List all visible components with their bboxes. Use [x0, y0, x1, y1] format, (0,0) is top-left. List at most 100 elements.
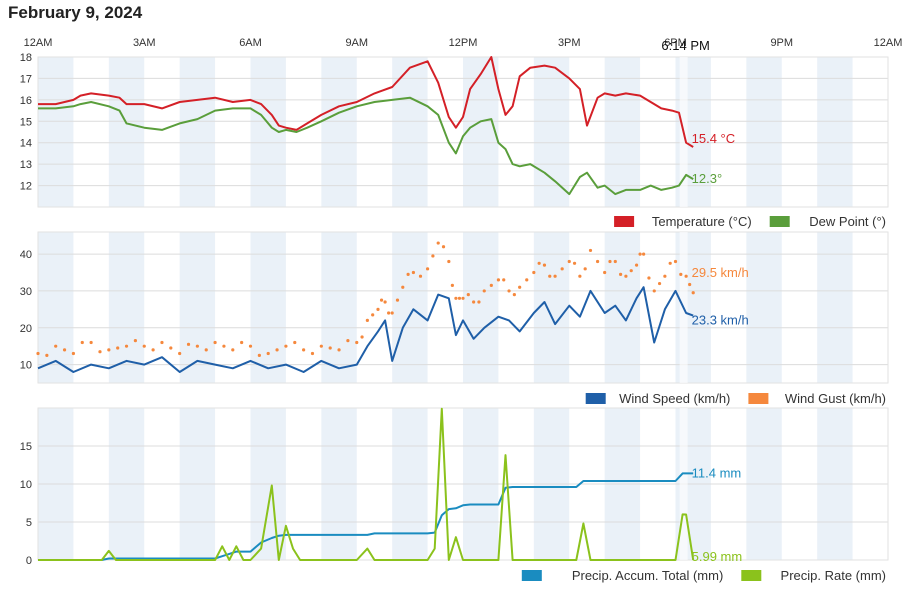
wind-gust-point — [390, 311, 394, 315]
legend-label: Precip. Accum. Total (mm) — [572, 568, 723, 583]
wind-gust-point — [431, 254, 435, 258]
time-tick-label: 9AM — [345, 37, 368, 49]
time-band — [817, 232, 853, 383]
y-tick-label: 15 — [20, 441, 32, 453]
time-band — [817, 57, 853, 207]
time-band — [38, 57, 74, 207]
wind-gust-point — [572, 261, 577, 265]
time-band — [179, 57, 216, 207]
wind-gust-point — [124, 344, 129, 348]
series-line-dew-point — [38, 96, 694, 196]
wind-gust-point — [603, 270, 607, 275]
time-band — [746, 232, 782, 383]
wind-gust-point — [578, 274, 582, 278]
time-band — [38, 232, 74, 383]
wind-gust-point — [638, 252, 642, 256]
wind-gust-point — [450, 283, 454, 288]
wind-gust-point — [293, 340, 297, 345]
wind-gust-point — [411, 270, 416, 275]
time-band — [392, 232, 428, 383]
panel-frame — [37, 231, 889, 384]
wind-gust-point — [62, 348, 67, 352]
last-value-label: 11.4 mm — [692, 465, 742, 480]
time-band — [108, 232, 145, 383]
time-band — [604, 232, 641, 383]
time-tick-label: 12AM — [24, 37, 53, 49]
time-band — [321, 232, 357, 383]
wind-gust-point — [624, 274, 628, 278]
wind-gust-point — [502, 278, 506, 282]
wind-gust-point — [482, 289, 486, 293]
wind-gust-point — [310, 351, 315, 356]
wind-gust-point — [588, 248, 593, 253]
wind-gust-point — [107, 348, 111, 352]
wind-gust-point — [595, 259, 600, 264]
date-title: February 9, 2024 — [8, 3, 143, 22]
wind-gust-point — [425, 267, 430, 271]
wind-gust-point — [537, 261, 541, 265]
wind-gust-point — [507, 289, 511, 293]
wind-gust-point — [489, 283, 493, 288]
wind-gust-point — [160, 340, 164, 345]
wind-gust-point — [186, 342, 191, 346]
wind-gust-point — [518, 285, 522, 289]
y-tick-label: 40 — [20, 249, 32, 261]
wind-gust-point — [401, 285, 405, 289]
wind-gust-point — [472, 300, 476, 304]
time-band — [108, 57, 145, 207]
crosshair-band — [679, 408, 688, 560]
wind-gust-point — [418, 274, 423, 278]
time-band — [321, 57, 357, 207]
series-line-temperature-c — [38, 56, 694, 148]
wind-gust-point — [213, 340, 217, 345]
time-band — [604, 57, 641, 207]
wind-gust-point — [178, 351, 182, 356]
wind-gust-point — [98, 350, 102, 354]
time-band — [392, 57, 428, 207]
y-tick-label: 5 — [26, 517, 32, 529]
wind-gust-point — [387, 311, 391, 315]
wind-gust-point — [436, 241, 440, 245]
wind-gust-point — [204, 348, 208, 352]
time-tick-label: 3AM — [133, 37, 156, 49]
wind-gust-point — [379, 298, 384, 302]
wind-gust-point — [560, 267, 564, 271]
time-band — [250, 232, 286, 383]
wind-gust-point — [454, 296, 458, 300]
wind-gust-point — [195, 344, 199, 348]
last-value-label: 15.4 °C — [692, 131, 736, 146]
wind-gust-point — [337, 348, 341, 352]
wind-gust-point — [240, 340, 244, 345]
wind-gust-point — [133, 339, 137, 343]
wind-gust-point — [642, 252, 646, 256]
wind-gust-point — [688, 282, 692, 287]
last-value-label: 29.5 km/h — [692, 265, 749, 280]
wind-gust-point — [657, 281, 662, 286]
wind-gust-point — [553, 274, 557, 278]
time-band — [463, 232, 499, 383]
wind-gust-point — [319, 344, 323, 348]
last-value-label: 23.3 km/h — [692, 313, 749, 328]
wind-gust-point — [395, 298, 400, 302]
wind-gust-point — [71, 351, 76, 356]
wind-gust-point — [302, 348, 306, 352]
wind-gust-point — [652, 289, 656, 293]
wind-gust-point — [542, 263, 547, 267]
time-tick-label: 6AM — [239, 37, 262, 49]
time-band — [533, 57, 570, 207]
wind-gust-point — [613, 259, 617, 264]
legend-label: Wind Gust (km/h) — [785, 391, 886, 406]
wind-gust-point — [54, 344, 58, 348]
wind-gust-point — [266, 351, 270, 356]
wind-gust-point — [447, 259, 451, 264]
wind-gust-point — [169, 346, 173, 350]
legend-swatch — [748, 393, 769, 404]
series-line-wind-speed-km-h — [37, 286, 694, 373]
last-value-label: 5.99 mm — [692, 549, 743, 564]
wind-gust-point — [36, 351, 40, 356]
wind-gust-point — [668, 261, 672, 265]
y-tick-label: 10 — [20, 360, 32, 372]
wind-gust-point — [284, 344, 288, 348]
series-line-precip-rate-mm — [38, 407, 695, 561]
wind-gust-point — [142, 344, 146, 348]
